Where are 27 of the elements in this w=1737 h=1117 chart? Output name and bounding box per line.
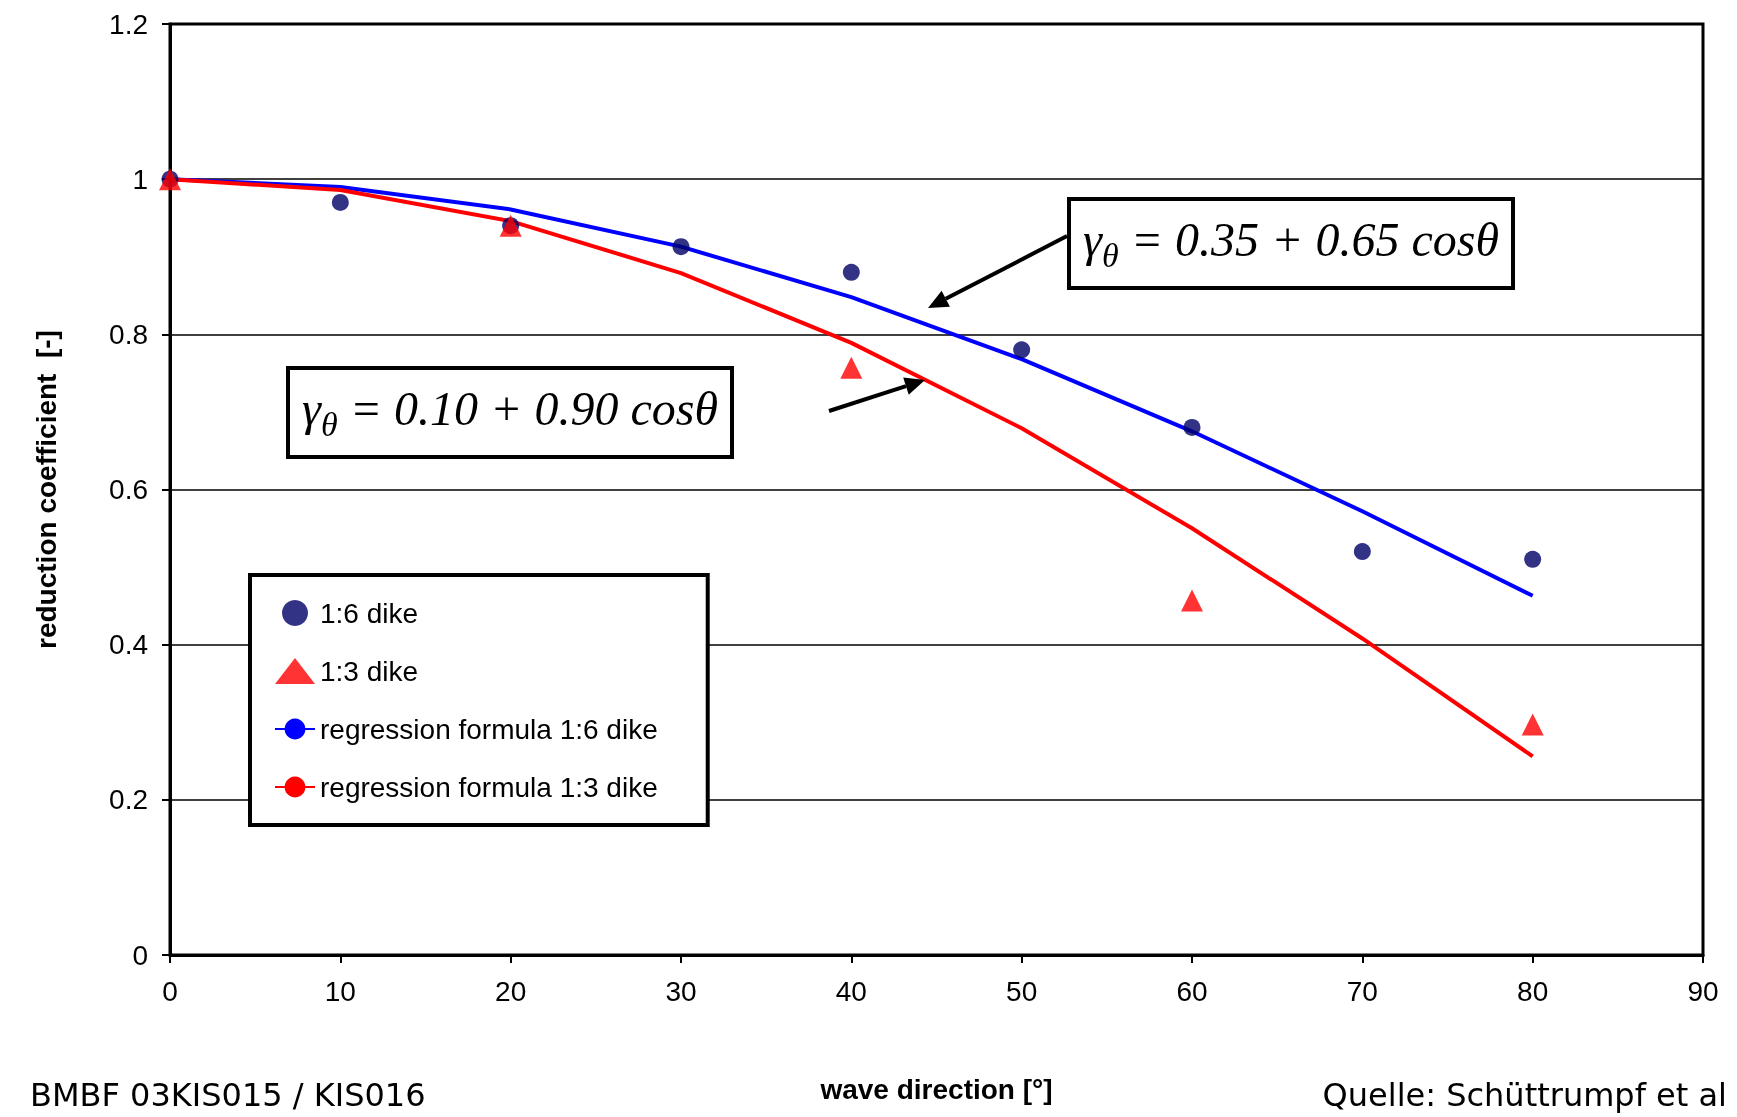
x-tick-label: 80 — [1517, 975, 1549, 1007]
legend-label: regression formula 1:3 dike — [320, 771, 658, 803]
x-axis-title: wave direction [°] — [819, 1073, 1053, 1105]
x-tick-label: 10 — [324, 975, 356, 1007]
y-tick-label: 0.2 — [109, 784, 148, 816]
y-tick-label: 1 — [132, 163, 148, 195]
y-tick-label: 0.4 — [109, 629, 148, 661]
x-tick-label: 20 — [495, 975, 527, 1007]
text: BMBF 03KIS015 / KIS016 — [30, 1076, 426, 1114]
x-tick-label: 60 — [1176, 975, 1208, 1007]
annotation: γ$_{θ}$ = 0.10 + 0.90 cosθ — [286, 366, 734, 459]
x-tick-label: 50 — [1006, 975, 1038, 1007]
x-tick-label: 40 — [835, 975, 867, 1007]
y-tick-label: 1.2 — [109, 8, 148, 40]
legend-label: regression formula 1:6 dike — [320, 713, 658, 745]
y-tick-label: 0.6 — [109, 474, 148, 505]
annotation: γ$_{θ}$ = 0.35 + 0.65 cosθ — [1067, 197, 1515, 290]
y-axis-title: reduction coefficient [-] — [30, 330, 62, 649]
y-tick-label: 0 — [132, 939, 148, 971]
legend-label: 1:6 dike — [320, 597, 419, 629]
x-tick-label: 90 — [1687, 975, 1719, 1007]
x-tick-label: 30 — [665, 975, 697, 1007]
x-tick-label: 0 — [162, 975, 178, 1007]
source-note: Quelle: Schüttrumpf et al — [1322, 1076, 1727, 1114]
y-tick-label: 0.8 — [109, 318, 148, 350]
x-tick-label: 70 — [1346, 975, 1378, 1007]
legend-label: 1:3 dike — [320, 655, 419, 687]
